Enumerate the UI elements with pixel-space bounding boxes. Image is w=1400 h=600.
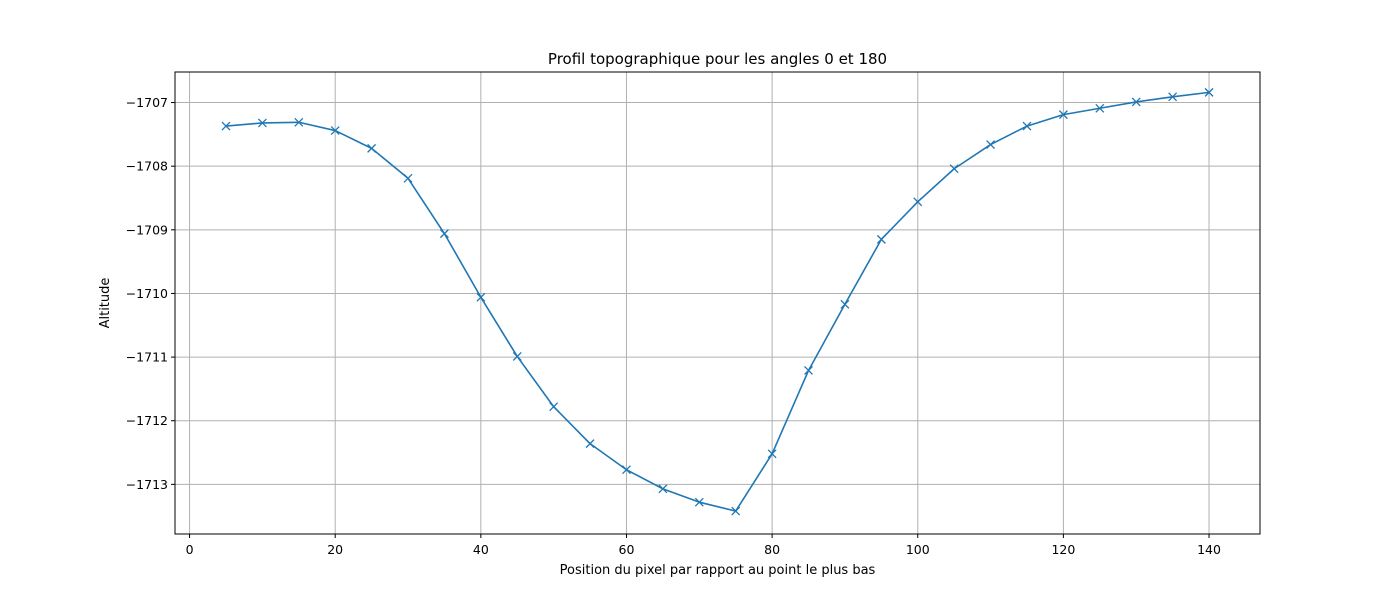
data-point-marker [876,234,886,244]
marker-stroke [913,197,923,207]
marker-stroke [986,140,996,150]
data-point-marker [585,439,595,449]
marker-stroke [658,484,668,494]
x-tick-label: 20 [327,542,343,557]
x-tick-label: 100 [906,542,930,557]
marker-stroke [367,143,377,153]
data-point-marker [694,497,704,507]
marker-stroke [1168,92,1178,102]
marker-stroke [949,164,959,174]
axis-ticks: 0 20 40 60 80 100 120 140 −1713 −1712 −1711 −1710 −1… [126,95,1221,557]
marker-stroke [694,497,704,507]
data-point-marker [731,506,741,516]
data-point-marker [403,173,413,183]
chart-title: Profil topographique pour les angles 0 e… [548,50,887,68]
marker-stroke [1204,87,1214,97]
grid [175,72,1260,534]
marker-stroke [804,365,813,375]
data-point-marker [330,126,340,136]
marker-stroke [622,465,631,475]
marker-stroke [221,121,231,131]
data-point-marker [221,121,231,131]
marker-stroke [403,173,413,183]
data-point-marker [1022,121,1032,131]
marker-stroke [731,506,741,516]
marker-stroke [1131,97,1141,107]
data-point-marker [1095,103,1105,113]
data-point-marker [804,365,813,375]
y-tick-label: −1712 [126,413,168,428]
x-tick-label: 60 [619,542,635,557]
data-point-marker [512,351,522,361]
marker-stroke [294,117,304,127]
marker-stroke [257,118,267,128]
x-tick-label: 40 [473,542,489,557]
marker-stroke [876,234,886,244]
plot-frame [174,71,1261,535]
marker-stroke [840,299,850,309]
x-tick-label: 140 [1197,542,1221,557]
marker-stroke [512,351,522,361]
data-point-marker [949,164,959,174]
data-point-marker [367,143,377,153]
series-line-group [221,87,1214,516]
marker-stroke [476,292,486,302]
marker-stroke [439,229,449,239]
y-axis-label: Altitude [98,278,113,329]
marker-stroke [1095,103,1105,113]
marker-stroke [549,402,559,412]
series-line [225,91,1210,512]
data-point-marker [1168,92,1178,102]
data-point-marker [549,402,559,412]
data-point-marker [840,299,850,309]
y-tick-label: −1711 [126,350,168,365]
y-tick-label: −1710 [126,286,168,301]
y-tick-label: −1707 [126,95,168,110]
x-tick-label: 80 [764,542,780,557]
data-point-marker [1204,87,1214,97]
x-axis-label: Position du pixel par rapport au point l… [560,563,876,578]
y-tick-label: −1709 [126,222,168,237]
data-point-marker [476,292,486,302]
data-point-marker [913,197,923,207]
data-point-marker [1131,97,1141,107]
marker-stroke [767,449,777,459]
y-tick-label: −1708 [126,159,168,174]
marker-stroke [330,126,340,136]
data-point-marker [1058,110,1068,120]
data-point-marker [622,465,631,475]
data-point-marker [986,140,996,150]
data-point-marker [658,484,668,494]
data-point-marker [439,229,449,239]
x-tick-label: 120 [1051,542,1075,557]
y-tick-label: −1713 [126,477,168,492]
data-point-marker [257,118,267,128]
marker-stroke [1058,110,1068,120]
marker-stroke [585,439,595,449]
data-point-marker [767,449,777,459]
data-point-marker [294,117,304,127]
marker-stroke [1022,121,1032,131]
x-tick-label: 0 [186,542,194,557]
